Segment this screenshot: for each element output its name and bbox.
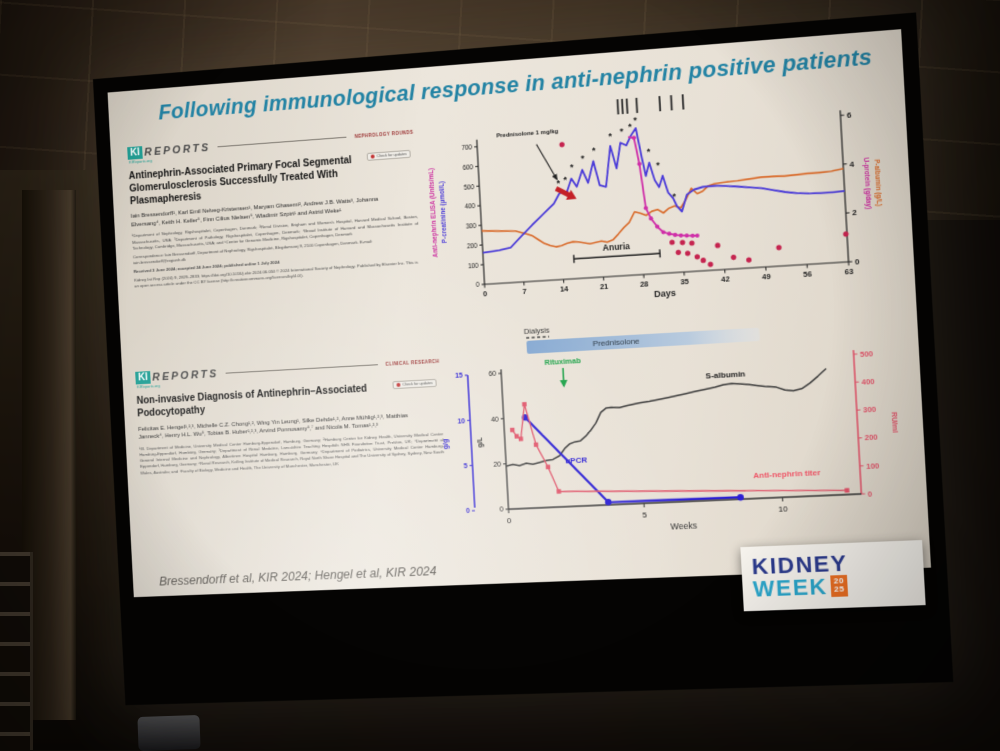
paper-hengel: KI REPORTS CLINICAL RESEARCH KIReports.o… xyxy=(135,355,445,476)
slide-citation: Bressendorff et al, KIR 2024; Hengel et … xyxy=(159,564,437,588)
svg-text:U-protein (g/day): U-protein (g/day) xyxy=(862,157,872,209)
presentation-slide: Following immunological response in anti… xyxy=(108,29,931,597)
svg-text:63: 63 xyxy=(844,267,853,277)
svg-text:Weeks: Weeks xyxy=(670,520,697,531)
svg-text:6: 6 xyxy=(846,110,852,120)
svg-text:500: 500 xyxy=(464,184,476,192)
svg-text:P-albumin (g/L): P-albumin (g/L) xyxy=(872,159,882,207)
svg-text:*: * xyxy=(570,162,575,173)
svg-text:*: * xyxy=(628,122,633,133)
badge-label: Check for updates xyxy=(377,152,407,158)
svg-text:28: 28 xyxy=(640,279,649,289)
svg-text:500: 500 xyxy=(860,349,874,359)
svg-text:5: 5 xyxy=(642,510,648,519)
svg-text:60: 60 xyxy=(488,371,496,379)
svg-text:21: 21 xyxy=(600,282,609,292)
svg-text:*: * xyxy=(672,191,677,202)
svg-text:Dialysis: Dialysis xyxy=(524,325,550,336)
pcreatinine-antinephrin-chart: 0 100 200 300 400 500 600 700 0 2 4 6 0 7 14 21 28 35 42 49… xyxy=(420,74,899,320)
ki-logo-icon: KI xyxy=(127,146,143,160)
svg-text:7: 7 xyxy=(522,287,527,296)
ki-logo-icon: KI xyxy=(135,371,151,384)
svg-text:0: 0 xyxy=(855,257,861,267)
svg-text:*: * xyxy=(563,175,568,186)
svg-text:10: 10 xyxy=(778,504,788,514)
svg-text:Rituximab: Rituximab xyxy=(544,356,581,367)
svg-text:0: 0 xyxy=(466,508,470,515)
svg-text:20: 20 xyxy=(493,462,501,469)
week-wordmark: WEEK xyxy=(752,575,828,600)
svg-text:400: 400 xyxy=(861,377,875,387)
svg-text:35: 35 xyxy=(680,277,689,287)
svg-text:100: 100 xyxy=(468,262,480,270)
svg-text:RU/ml: RU/ml xyxy=(889,412,898,433)
svg-text:300: 300 xyxy=(863,405,877,415)
svg-text:100: 100 xyxy=(866,461,880,471)
svg-text:15: 15 xyxy=(455,373,463,381)
svg-text:Anti-nephrin ELISA (Units/mL): Anti-nephrin ELISA (Units/mL) xyxy=(428,168,440,258)
svg-text:4: 4 xyxy=(849,159,855,169)
svg-text:200: 200 xyxy=(864,433,878,443)
svg-text:42: 42 xyxy=(721,274,730,284)
svg-text:*: * xyxy=(581,154,586,165)
svg-text:P-creatinine (µmol/L): P-creatinine (µmol/L) xyxy=(438,181,448,243)
svg-text:uPCR: uPCR xyxy=(565,455,588,465)
svg-text:Prednisolone 1 mg/kg: Prednisolone 1 mg/kg xyxy=(496,129,559,140)
year-badge: 20 25 xyxy=(830,575,848,597)
svg-text:700: 700 xyxy=(461,144,473,152)
kidney-week-logo: KIDNEY WEEK 20 25 xyxy=(740,540,925,611)
svg-text:200: 200 xyxy=(467,243,479,251)
svg-text:0: 0 xyxy=(507,516,513,525)
floor-equipment xyxy=(137,715,200,751)
paper-bressendorff: KI REPORTS NEPHROLOGY ROUNDS KIReports.o… xyxy=(127,126,421,290)
svg-text:300: 300 xyxy=(466,223,478,231)
svg-text:Days: Days xyxy=(654,288,676,300)
svg-text:*: * xyxy=(647,146,652,157)
svg-text:*: * xyxy=(656,160,661,171)
svg-text:Anti-nephrin titer: Anti-nephrin titer xyxy=(753,468,821,480)
svg-text:49: 49 xyxy=(762,272,771,282)
svg-text:40: 40 xyxy=(491,416,499,424)
svg-text:2: 2 xyxy=(852,208,858,218)
svg-text:g/L: g/L xyxy=(477,437,485,448)
svg-text:S-albumin: S-albumin xyxy=(705,369,745,380)
projection-screen: Following immunological response in anti… xyxy=(93,12,953,705)
svg-text:*: * xyxy=(619,126,624,137)
svg-text:600: 600 xyxy=(462,164,474,172)
svg-text:10: 10 xyxy=(457,418,465,426)
svg-text:Anuria: Anuria xyxy=(602,241,630,253)
svg-text:*: * xyxy=(592,145,597,156)
check-updates-icon xyxy=(371,154,375,158)
svg-text:0: 0 xyxy=(500,507,504,514)
svg-text:0: 0 xyxy=(476,282,480,289)
ladder-rack xyxy=(0,552,33,750)
svg-text:*: * xyxy=(608,131,613,142)
svg-text:400: 400 xyxy=(465,203,477,211)
upcr-salbumin-titer-chart: DialysisPrednisoloneRituximab051015g/g02… xyxy=(426,302,916,552)
check-updates-icon xyxy=(397,383,401,387)
svg-text:56: 56 xyxy=(803,269,812,279)
section-label: NEPHROLOGY ROUNDS xyxy=(354,130,413,139)
svg-text:0: 0 xyxy=(867,489,872,499)
svg-text:g/g: g/g xyxy=(442,439,450,450)
svg-text:14: 14 xyxy=(560,284,570,294)
svg-text:*: * xyxy=(633,114,638,125)
svg-text:5: 5 xyxy=(464,463,468,470)
svg-text:0: 0 xyxy=(483,289,488,298)
check-for-updates-badge: Check for updates xyxy=(367,150,411,161)
